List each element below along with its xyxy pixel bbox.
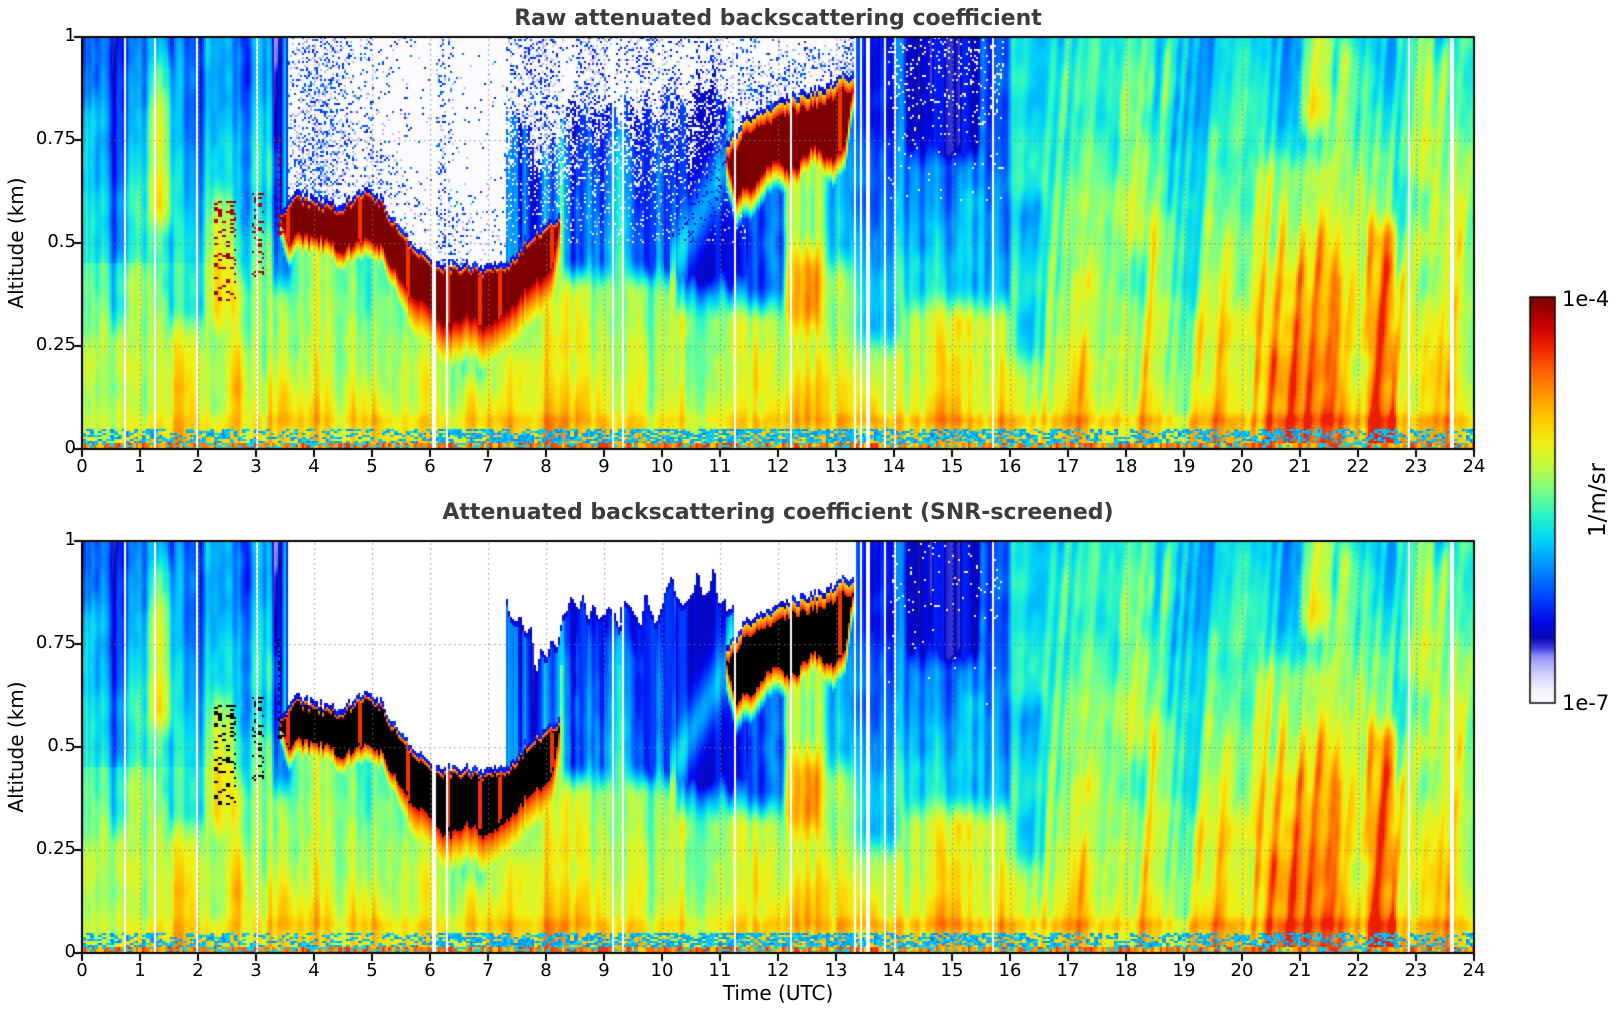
panel2-x-tick-label: 19: [1172, 960, 1196, 981]
panel2-x-tick-label: 4: [308, 960, 320, 981]
panel1-y-tick-label: 0.25: [35, 334, 76, 355]
panel1-ylabel: Altitude (km): [4, 177, 28, 309]
panel2-x-tick-label: 18: [1114, 960, 1138, 981]
panel2-x-tick-label: 23: [1404, 960, 1428, 981]
panel2-x-tick-label: 14: [882, 960, 906, 981]
panel1-x-tick-label: 6: [424, 456, 436, 477]
panel2-x-tick-label: 8: [540, 960, 552, 981]
panel2-x-tick-label: 15: [940, 960, 964, 981]
panel1-x-tick-label: 7: [482, 456, 494, 477]
panel2-y-tick-label: 0.25: [35, 838, 76, 859]
panel1-x-tick-label: 1: [134, 456, 146, 477]
panel1-x-tick-label: 18: [1114, 456, 1138, 477]
panel1-x-tick-label: 15: [940, 456, 964, 477]
panel1-x-tick-label: 12: [766, 456, 790, 477]
panel2-x-tick-label: 12: [766, 960, 790, 981]
panel1-title: Raw attenuated backscattering coefficien…: [514, 6, 1042, 31]
panel2-x-tick-label: 10: [650, 960, 674, 981]
panel2-x-tick-label: 9: [598, 960, 610, 981]
panel2-x-tick-label: 1: [134, 960, 146, 981]
panel2-x-tick-label: 22: [1346, 960, 1370, 981]
panel1-x-tick-label: 11: [708, 456, 732, 477]
panel1-x-tick-label: 24: [1462, 456, 1486, 477]
panel2-x-tick-label: 20: [1230, 960, 1254, 981]
panel1-y-tick-label: 1: [64, 25, 76, 46]
panel2-x-tick-label: 16: [998, 960, 1022, 981]
panel1-x-tick-label: 21: [1288, 456, 1312, 477]
panel2-y-tick-label: 0: [64, 941, 76, 962]
panel2-x-tick-label: 7: [482, 960, 494, 981]
panel2-x-tick-label: 24: [1462, 960, 1486, 981]
panel2-x-tick-label: 6: [424, 960, 436, 981]
panel1-x-tick-label: 20: [1230, 456, 1254, 477]
panel1-x-tick-label: 9: [598, 456, 610, 477]
panel1-x-tick-label: 0: [76, 456, 88, 477]
panel1-x-tick-label: 4: [308, 456, 320, 477]
panel1-x-tick-label: 8: [540, 456, 552, 477]
panel1-x-tick-label: 16: [998, 456, 1022, 477]
colorbar-min-label: 1e-7: [1562, 691, 1610, 715]
panel2-y-tick-label: 0.5: [47, 735, 76, 756]
colorbar-units-label: 1/m/sr: [1585, 463, 1611, 537]
panel2-x-tick-label: 11: [708, 960, 732, 981]
panel1-x-tick-label: 5: [366, 456, 378, 477]
panel2-x-tick-label: 21: [1288, 960, 1312, 981]
panel1-y-tick-label: 0.5: [47, 231, 76, 252]
panel2-title: Attenuated backscattering coefficient (S…: [442, 500, 1114, 525]
panel2-y-tick-label: 1: [64, 529, 76, 550]
panel2-x-tick-label: 0: [76, 960, 88, 981]
panel2-x-tick-label: 3: [250, 960, 262, 981]
panel1-x-tick-label: 14: [882, 456, 906, 477]
panel2-x-tick-label: 2: [192, 960, 204, 981]
panel1-x-tick-label: 17: [1056, 456, 1080, 477]
panel2-x-tick-label: 5: [366, 960, 378, 981]
panel2-x-tick-label: 17: [1056, 960, 1080, 981]
panel2-ylabel: Altitude (km): [4, 681, 28, 813]
xlabel: Time (UTC): [722, 981, 834, 1005]
panel1-y-tick-label: 0: [64, 437, 76, 458]
colorbar-max-label: 1e-4: [1562, 287, 1610, 311]
panel1-x-tick-label: 13: [824, 456, 848, 477]
panel1-x-tick-label: 2: [192, 456, 204, 477]
panel1-x-tick-label: 3: [250, 456, 262, 477]
panel1-x-tick-label: 23: [1404, 456, 1428, 477]
panel1-x-tick-label: 19: [1172, 456, 1196, 477]
panel1-x-tick-label: 10: [650, 456, 674, 477]
panel1-y-tick-label: 0.75: [35, 128, 76, 149]
panel2-x-tick-label: 13: [824, 960, 848, 981]
panel1-x-tick-label: 22: [1346, 456, 1370, 477]
panel2-y-tick-label: 0.75: [35, 632, 76, 653]
